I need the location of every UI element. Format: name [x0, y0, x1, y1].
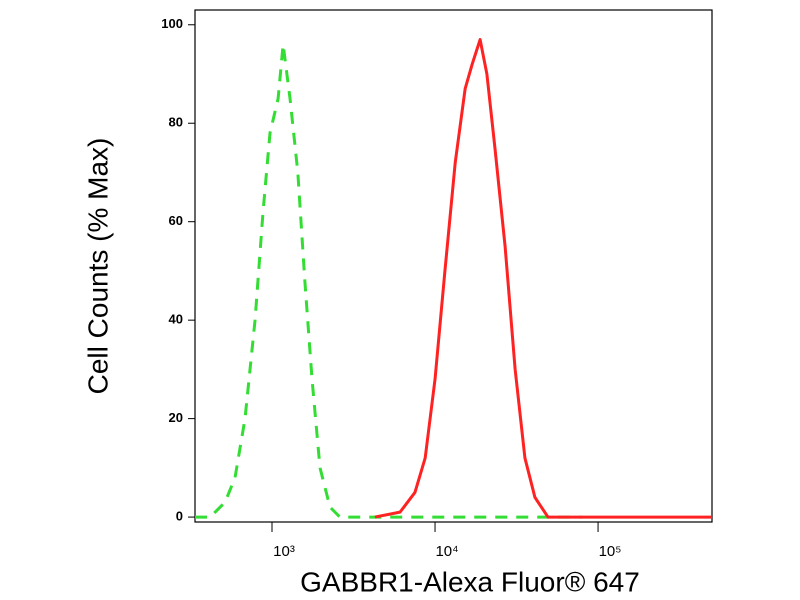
series-line: [195, 42, 583, 519]
y-tick-label: 80: [169, 115, 183, 130]
plot-frame: [194, 9, 713, 523]
series-line: [374, 38, 712, 519]
y-tick-label: 60: [169, 213, 183, 228]
y-tick-label: 20: [169, 410, 183, 425]
y-axis-title: Cell Counts (% Max): [82, 138, 113, 395]
y-tick-label: 0: [176, 509, 183, 524]
y-tick-label: 100: [161, 16, 183, 31]
x-axis-title: GABBR1-Alexa Fluor® 647: [300, 566, 640, 597]
x-tick-label: 10⁴: [435, 543, 458, 560]
x-tick-label: 10⁵: [599, 543, 622, 560]
x-tick-label: 10³: [273, 543, 295, 560]
y-tick-label: 40: [169, 312, 183, 327]
